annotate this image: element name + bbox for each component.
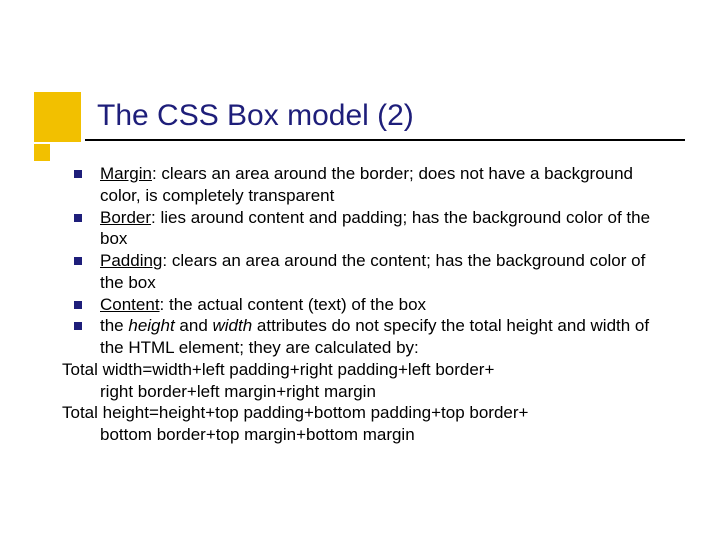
- bullet-square-icon: [74, 170, 82, 178]
- slide-title: The CSS Box model (2): [97, 99, 414, 133]
- bullet-square-icon: [74, 322, 82, 330]
- bullet-square-icon: [74, 214, 82, 222]
- bullet-text: Padding: clears an area around the conte…: [100, 250, 672, 294]
- accent-block-large: [34, 92, 81, 142]
- slide-body: Margin: clears an area around the border…: [62, 163, 672, 446]
- formula-line: Total height=height+top padding+bottom p…: [62, 402, 672, 424]
- bullet-text: the height and width attributes do not s…: [100, 315, 672, 359]
- accent-block-small: [34, 144, 50, 161]
- bullet-item: Content: the actual content (text) of th…: [62, 294, 672, 316]
- formula-line: Total width=width+left padding+right pad…: [62, 359, 672, 381]
- bullet-item: the height and width attributes do not s…: [62, 315, 672, 359]
- bullet-square-icon: [74, 257, 82, 265]
- bullet-item: Margin: clears an area around the border…: [62, 163, 672, 207]
- slide: The CSS Box model (2) Margin: clears an …: [0, 0, 720, 540]
- bullet-text: Content: the actual content (text) of th…: [100, 294, 672, 316]
- bullet-text: Margin: clears an area around the border…: [100, 163, 672, 207]
- formula-line-cont: bottom border+top margin+bottom margin: [62, 424, 672, 446]
- bullet-text: Border: lies around content and padding;…: [100, 207, 672, 251]
- bullet-item: Padding: clears an area around the conte…: [62, 250, 672, 294]
- bullet-square-icon: [74, 301, 82, 309]
- bullet-item: Border: lies around content and padding;…: [62, 207, 672, 251]
- title-underline: [85, 139, 685, 141]
- formula-line-cont: right border+left margin+right margin: [62, 381, 672, 403]
